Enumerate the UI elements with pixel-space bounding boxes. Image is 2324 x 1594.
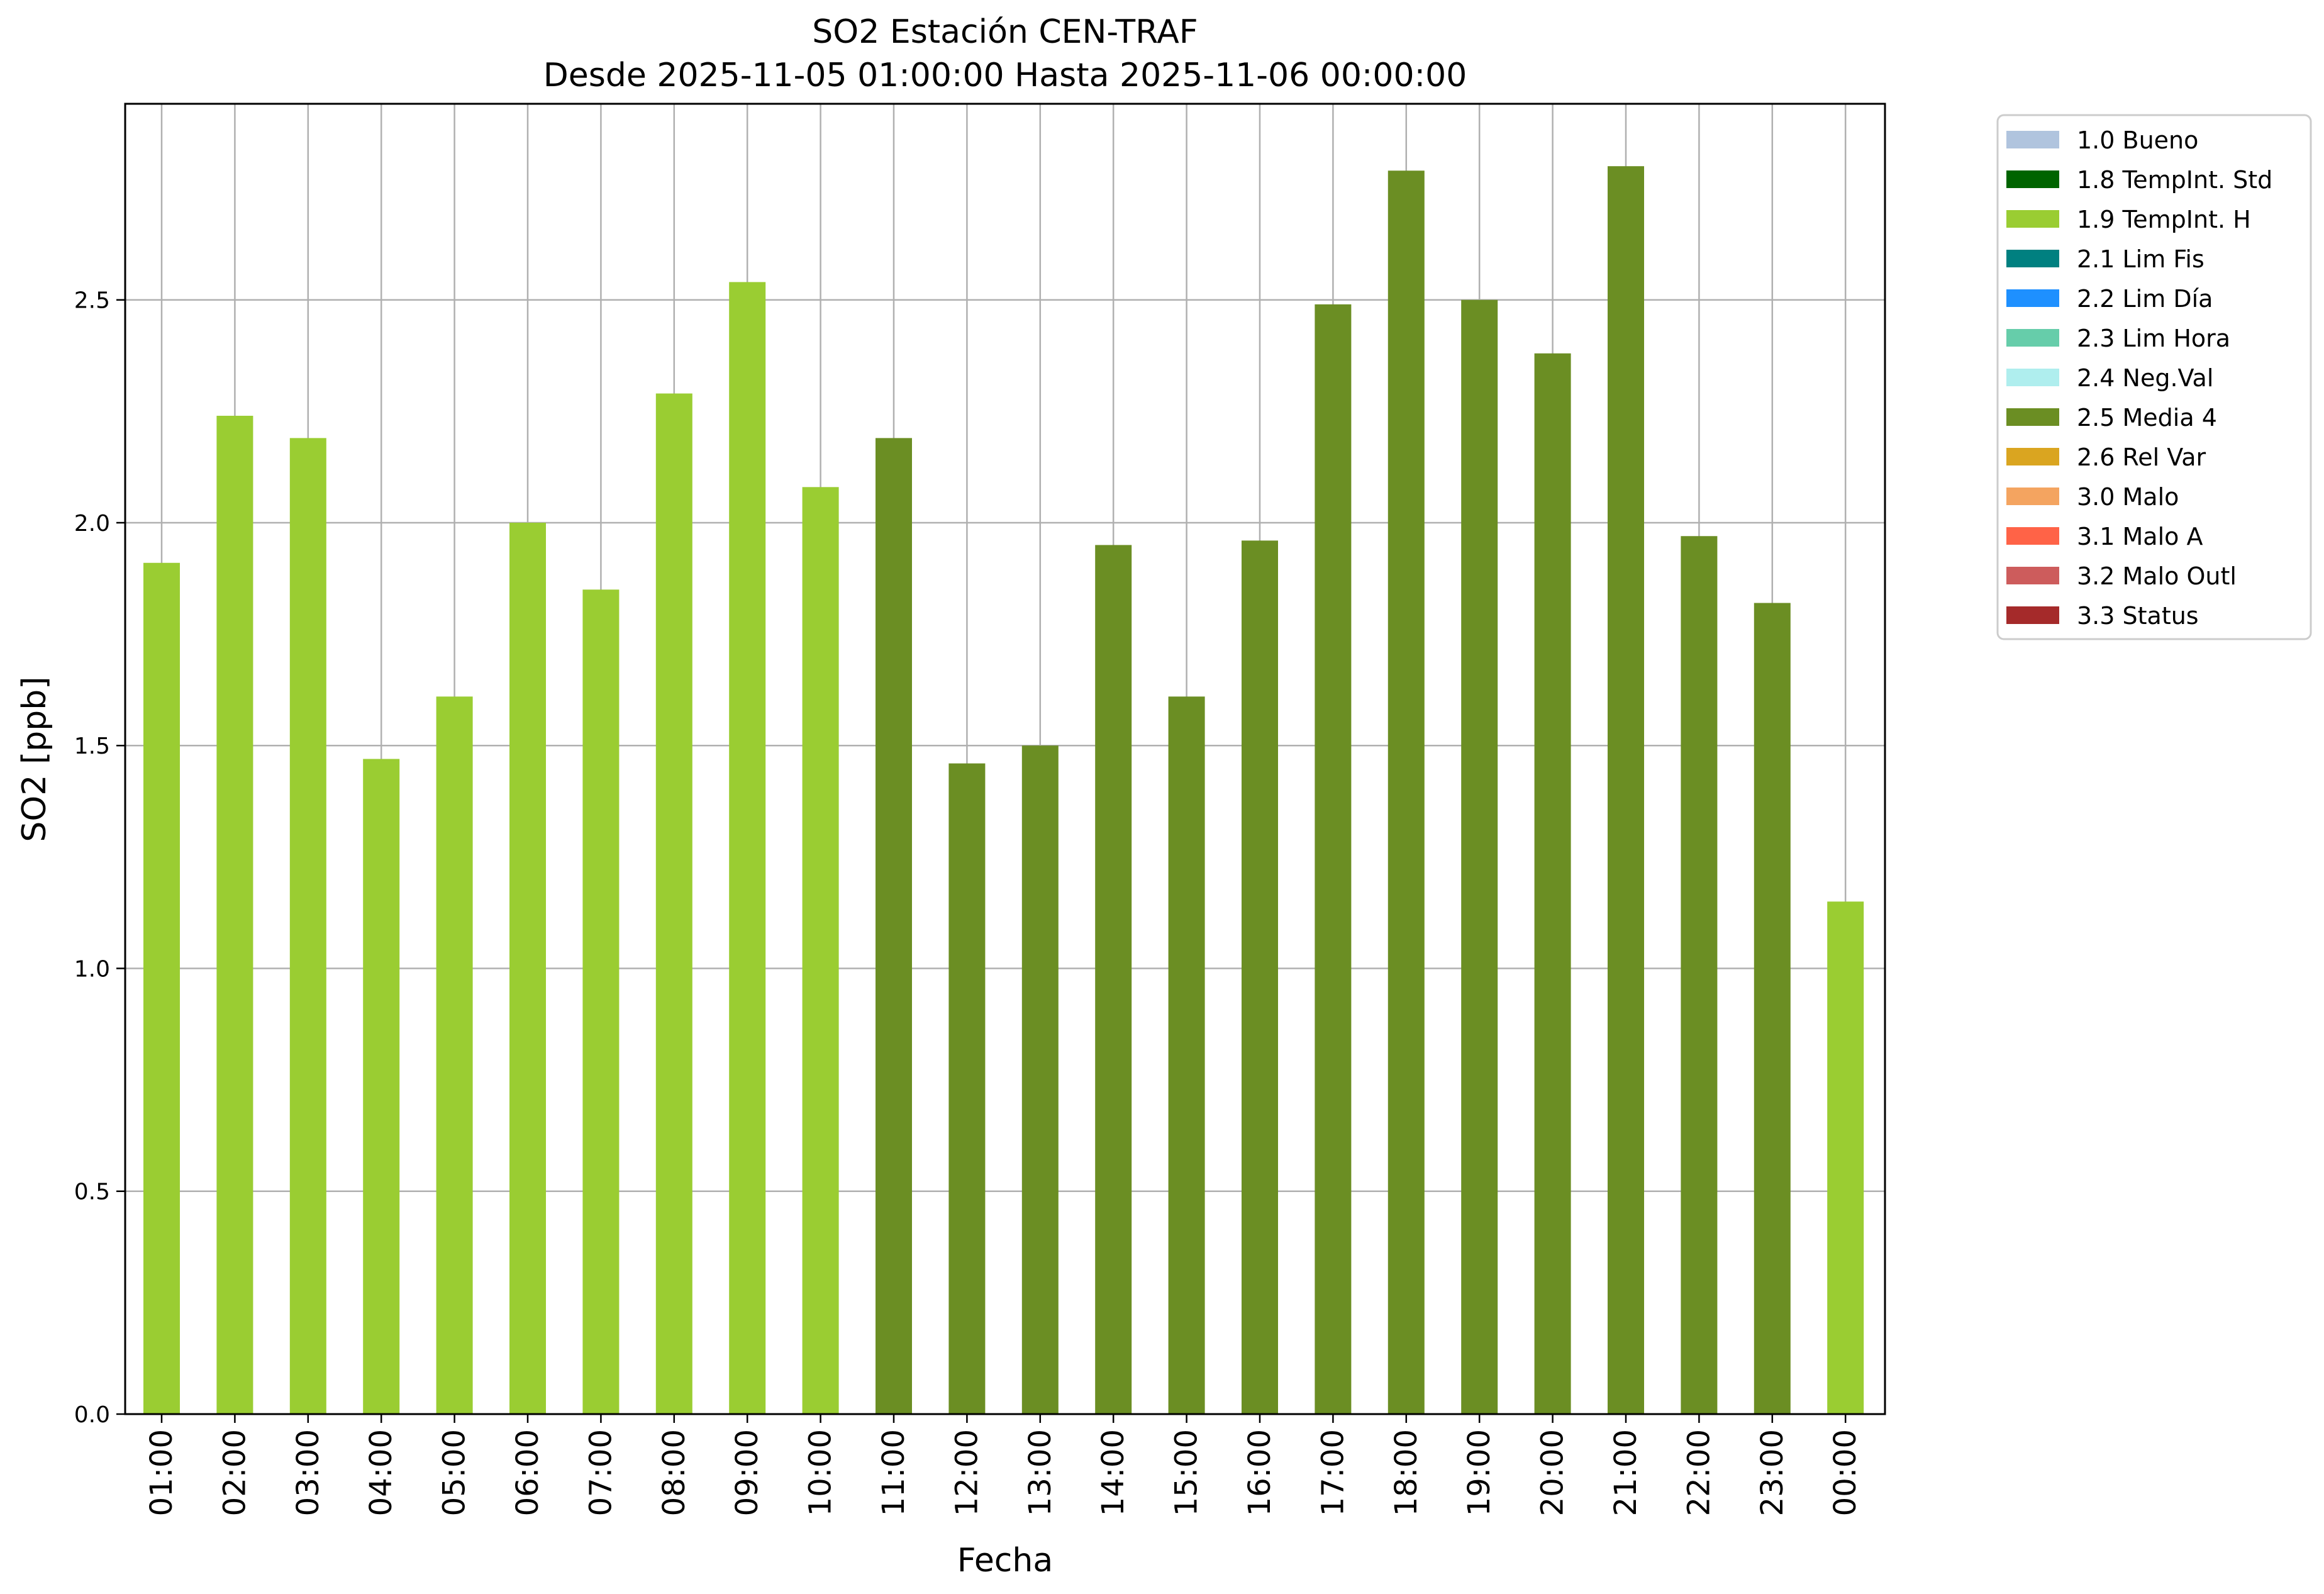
x-tick-label: 21:00 xyxy=(1608,1429,1643,1516)
bar-2000 xyxy=(1534,353,1571,1414)
x-axis-label: Fecha xyxy=(957,1542,1053,1580)
bar-2300 xyxy=(1754,603,1791,1414)
legend-swatch-2.3 xyxy=(2006,329,2059,347)
bar-0700 xyxy=(582,589,620,1414)
bar-0400 xyxy=(363,759,400,1414)
legend-label-1.0: 1.0 Bueno xyxy=(2077,126,2198,154)
bar-0100 xyxy=(143,562,180,1414)
legend-label-2.3: 2.3 Lim Hora xyxy=(2077,325,2230,352)
legend-label-2.6: 2.6 Rel Var xyxy=(2077,443,2206,471)
legend-swatch-1.8 xyxy=(2006,170,2059,188)
legend-label-2.4: 2.4 Neg.Val xyxy=(2077,364,2213,392)
x-tick-label: 03:00 xyxy=(291,1429,326,1516)
bar-0900 xyxy=(729,282,766,1414)
x-tick-label: 17:00 xyxy=(1315,1429,1350,1516)
bar-0200 xyxy=(216,415,253,1414)
x-tick-label: 20:00 xyxy=(1535,1429,1571,1516)
x-tick-label: 04:00 xyxy=(364,1429,399,1516)
x-tick-label: 16:00 xyxy=(1242,1429,1277,1516)
x-tick-label: 07:00 xyxy=(583,1429,618,1516)
y-tick-label: 2.5 xyxy=(74,288,110,314)
legend-swatch-2.6 xyxy=(2006,448,2059,465)
y-axis-ticks: 0.0 0.5 1.0 1.5 2.0 2.5 xyxy=(74,288,125,1428)
x-tick-label: 13:00 xyxy=(1023,1429,1058,1516)
bar-1400 xyxy=(1095,545,1132,1414)
legend-label-3.1: 3.1 Malo A xyxy=(2077,523,2203,550)
bars xyxy=(143,166,1864,1415)
x-tick-label: 19:00 xyxy=(1462,1429,1497,1516)
legend-swatch-3.0 xyxy=(2006,488,2059,505)
legend-label-2.2: 2.2 Lim Día xyxy=(2077,285,2213,313)
legend-swatch-1.0 xyxy=(2006,131,2059,148)
legend-swatch-2.2 xyxy=(2006,289,2059,307)
legend-label-2.1: 2.1 Lim Fis xyxy=(2077,245,2204,273)
y-axis-label: SO2 [ppb] xyxy=(16,676,53,842)
x-tick-label: 18:00 xyxy=(1389,1429,1424,1516)
x-tick-label: 09:00 xyxy=(730,1429,765,1516)
x-axis-ticks: 01:00 02:00 03:00 04:00 05:00 06:00 07:00 08:00… xyxy=(144,1414,1863,1516)
legend-label-2.5: 2.5 Media 4 xyxy=(2077,404,2217,432)
y-tick-label: 2.0 xyxy=(74,511,110,537)
legend-swatch-3.3 xyxy=(2006,606,2059,624)
x-tick-label: 23:00 xyxy=(1755,1429,1790,1516)
x-tick-label: 01:00 xyxy=(144,1429,179,1516)
bar-2100 xyxy=(1608,166,1644,1415)
bar-1700 xyxy=(1315,304,1352,1414)
legend-swatch-2.1 xyxy=(2006,250,2059,267)
y-tick-label: 1.5 xyxy=(74,733,110,759)
bar-0000 xyxy=(1827,901,1864,1414)
legend: 1.0 Bueno 1.8 TempInt. Std 1.9 TempInt. H 2… xyxy=(1996,114,2312,640)
legend-swatch-1.9 xyxy=(2006,210,2059,228)
bar-1600 xyxy=(1242,540,1278,1415)
bar-1500 xyxy=(1168,696,1205,1414)
legend-swatch-2.4 xyxy=(2006,369,2059,386)
x-tick-label: 12:00 xyxy=(949,1429,984,1516)
y-tick-label: 1.0 xyxy=(74,956,110,982)
chart-title: SO2 Estación CEN-TRAF xyxy=(812,13,1198,51)
x-tick-label: 00:00 xyxy=(1828,1429,1863,1516)
x-tick-label: 08:00 xyxy=(657,1429,692,1516)
bar-0300 xyxy=(289,438,326,1414)
bar-1100 xyxy=(876,438,912,1414)
bar-1900 xyxy=(1461,299,1498,1415)
bar-2200 xyxy=(1681,536,1718,1414)
legend-swatch-3.1 xyxy=(2006,527,2059,545)
bar-1200 xyxy=(948,763,986,1414)
x-tick-label: 14:00 xyxy=(1096,1429,1131,1516)
x-tick-label: 22:00 xyxy=(1681,1429,1716,1516)
bar-0500 xyxy=(436,696,473,1414)
legend-label-3.3: 3.3 Status xyxy=(2077,602,2199,630)
bar-0800 xyxy=(655,393,692,1414)
bar-1800 xyxy=(1387,170,1425,1414)
x-tick-label: 02:00 xyxy=(217,1429,252,1516)
bar-1300 xyxy=(1021,745,1059,1414)
x-tick-label: 10:00 xyxy=(803,1429,838,1516)
plot-frame xyxy=(124,103,1886,1415)
x-tick-label: 06:00 xyxy=(510,1429,545,1516)
bar-1000 xyxy=(802,487,839,1414)
legend-label-3.0: 3.0 Malo xyxy=(2077,483,2179,511)
legend-swatch-3.2 xyxy=(2006,567,2059,584)
y-tick-label: 0.0 xyxy=(74,1402,110,1428)
x-tick-label: 11:00 xyxy=(876,1429,911,1516)
x-tick-label: 05:00 xyxy=(437,1429,472,1516)
legend-label-1.9: 1.9 TempInt. H xyxy=(2077,206,2251,233)
bar-0600 xyxy=(509,522,546,1415)
legend-label-1.8: 1.8 TempInt. Std xyxy=(2077,166,2272,194)
y-tick-label: 0.5 xyxy=(74,1179,110,1205)
legend-label-3.2: 3.2 Malo Outl xyxy=(2077,562,2237,590)
legend-swatch-2.5 xyxy=(2006,408,2059,426)
chart-subtitle: Desde 2025-11-05 01:00:00 Hasta 2025-11-… xyxy=(543,57,1467,94)
legend-frame xyxy=(1996,114,2312,640)
x-tick-label: 15:00 xyxy=(1169,1429,1204,1516)
